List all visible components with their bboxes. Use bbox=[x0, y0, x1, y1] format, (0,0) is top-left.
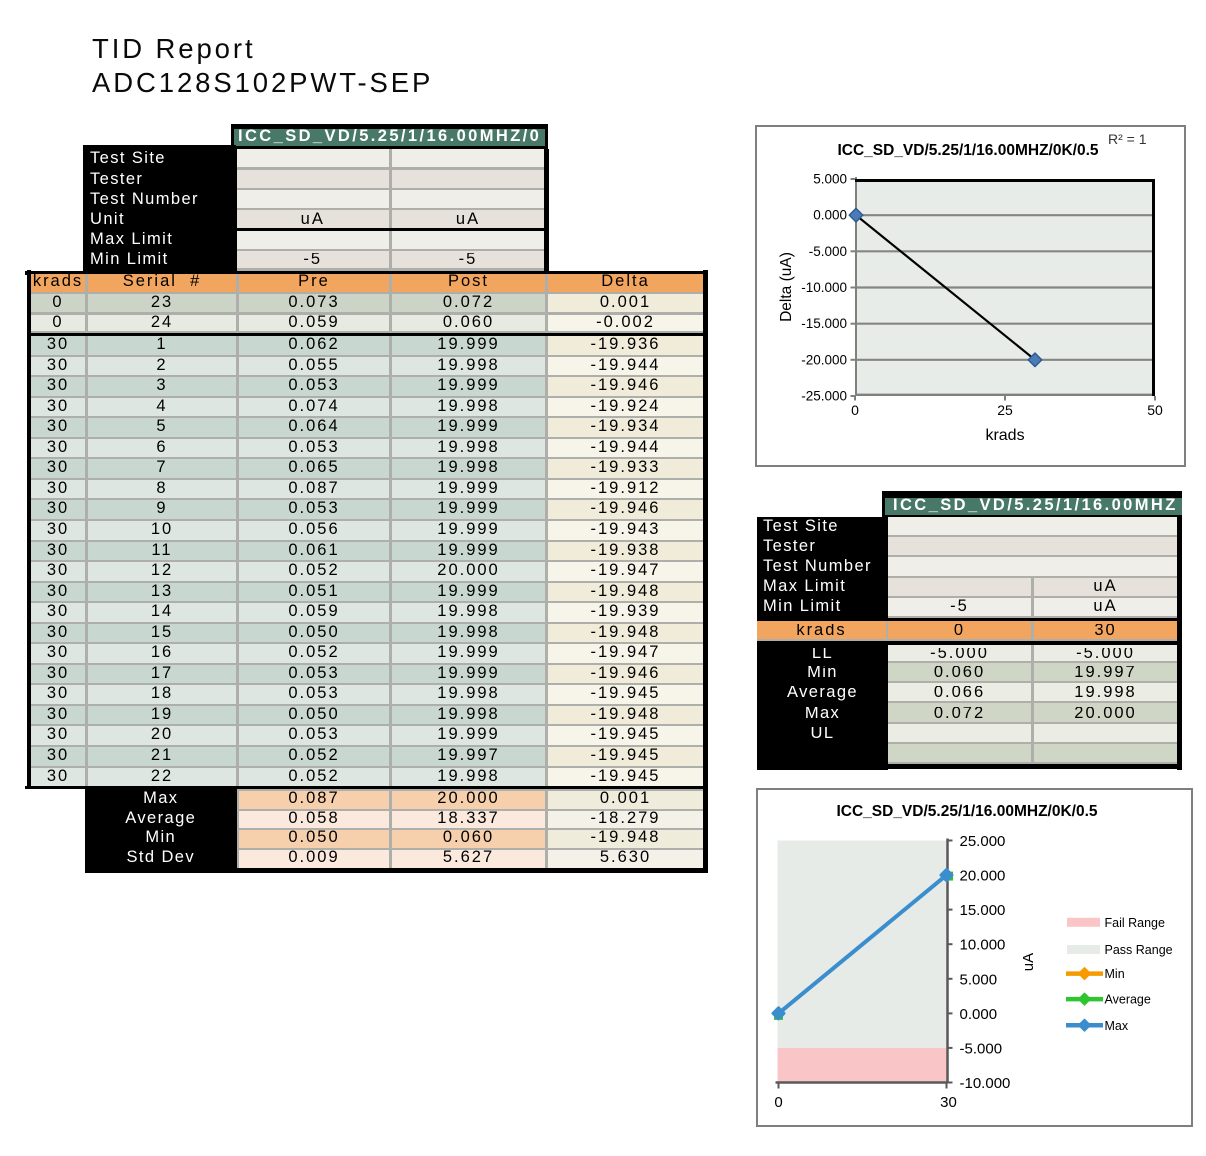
svg-text:Max: Max bbox=[1105, 1019, 1129, 1033]
svg-text:-15.000: -15.000 bbox=[801, 316, 847, 331]
svg-text:-20.000: -20.000 bbox=[801, 352, 847, 367]
svg-text:Pass Range: Pass Range bbox=[1105, 943, 1173, 957]
svg-text:-25.000: -25.000 bbox=[801, 389, 847, 404]
svg-text:25.000: 25.000 bbox=[960, 833, 1006, 850]
svg-text:0: 0 bbox=[851, 402, 859, 418]
svg-text:Average: Average bbox=[1105, 993, 1151, 1007]
svg-text:15.000: 15.000 bbox=[960, 902, 1006, 919]
svg-text:30: 30 bbox=[940, 1094, 957, 1111]
svg-text:10.000: 10.000 bbox=[960, 937, 1006, 954]
svg-text:5.000: 5.000 bbox=[960, 971, 998, 988]
svg-text:50: 50 bbox=[1147, 402, 1163, 418]
svg-text:5.000: 5.000 bbox=[813, 172, 847, 187]
svg-text:-5.000: -5.000 bbox=[809, 244, 847, 259]
svg-text:20.000: 20.000 bbox=[960, 868, 1006, 885]
svg-text:0.000: 0.000 bbox=[813, 208, 847, 223]
svg-text:-5.000: -5.000 bbox=[960, 1040, 1003, 1057]
svg-text:-10.000: -10.000 bbox=[801, 280, 847, 295]
svg-text:0.000: 0.000 bbox=[960, 1006, 998, 1023]
svg-text:Min: Min bbox=[1105, 967, 1125, 981]
svg-text:Delta (uA): Delta (uA) bbox=[778, 252, 795, 322]
svg-text:25: 25 bbox=[997, 402, 1013, 418]
svg-text:ICC_SD_VD/5.25/1/16.00MHZ/0K/0: ICC_SD_VD/5.25/1/16.00MHZ/0K/0.5 bbox=[836, 803, 1097, 820]
svg-text:-10.000: -10.000 bbox=[960, 1075, 1011, 1092]
svg-text:Fail Range: Fail Range bbox=[1105, 916, 1165, 930]
svg-text:krads: krads bbox=[985, 427, 1024, 444]
svg-text:ICC_SD_VD/5.25/1/16.00MHZ/0K/0: ICC_SD_VD/5.25/1/16.00MHZ/0K/0.5 bbox=[837, 142, 1098, 159]
svg-text:0: 0 bbox=[774, 1094, 782, 1111]
svg-text:uA: uA bbox=[1020, 953, 1037, 971]
svg-text:R² = 1: R² = 1 bbox=[1108, 131, 1147, 147]
